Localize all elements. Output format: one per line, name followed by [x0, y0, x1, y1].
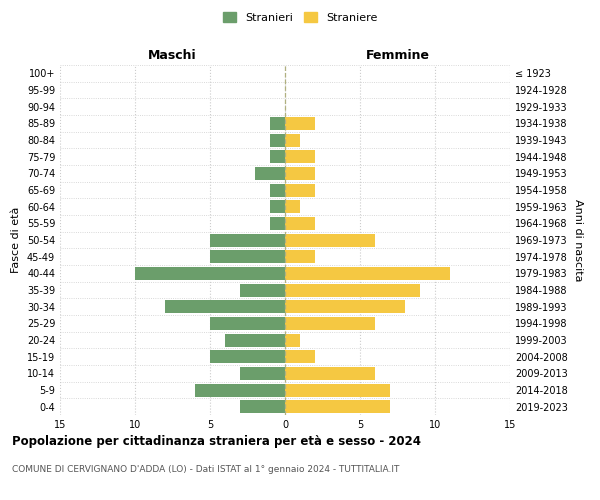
Bar: [210, 350, 285, 363]
Y-axis label: Anni di nascita: Anni di nascita: [573, 198, 583, 281]
Bar: [165, 300, 285, 313]
Bar: [285, 400, 390, 413]
Text: COMUNE DI CERVIGNANO D'ADDA (LO) - Dati ISTAT al 1° gennaio 2024 - TUTTITALIA.IT: COMUNE DI CERVIGNANO D'ADDA (LO) - Dati …: [12, 465, 400, 474]
Bar: [240, 284, 285, 296]
Bar: [285, 150, 315, 163]
Bar: [285, 267, 450, 280]
Bar: [285, 134, 300, 146]
Bar: [240, 367, 285, 380]
Bar: [270, 150, 285, 163]
Y-axis label: Fasce di età: Fasce di età: [11, 207, 21, 273]
Bar: [210, 317, 285, 330]
Text: Femmine: Femmine: [365, 48, 430, 62]
Bar: [285, 200, 300, 213]
Text: Maschi: Maschi: [148, 48, 197, 62]
Bar: [135, 267, 285, 280]
Bar: [285, 300, 405, 313]
Bar: [270, 117, 285, 130]
Bar: [285, 334, 300, 346]
Legend: Stranieri, Straniere: Stranieri, Straniere: [218, 8, 382, 28]
Bar: [285, 367, 375, 380]
Bar: [210, 250, 285, 263]
Bar: [285, 284, 420, 296]
Bar: [225, 334, 285, 346]
Bar: [285, 317, 375, 330]
Bar: [270, 184, 285, 196]
Bar: [285, 250, 315, 263]
Bar: [270, 200, 285, 213]
Bar: [270, 134, 285, 146]
Bar: [285, 117, 315, 130]
Bar: [285, 184, 315, 196]
Bar: [285, 384, 390, 396]
Bar: [285, 167, 315, 180]
Bar: [240, 400, 285, 413]
Bar: [270, 217, 285, 230]
Bar: [285, 234, 375, 246]
Bar: [285, 350, 315, 363]
Bar: [285, 217, 315, 230]
Text: Popolazione per cittadinanza straniera per età e sesso - 2024: Popolazione per cittadinanza straniera p…: [12, 435, 421, 448]
Bar: [195, 384, 285, 396]
Bar: [255, 167, 285, 180]
Bar: [210, 234, 285, 246]
